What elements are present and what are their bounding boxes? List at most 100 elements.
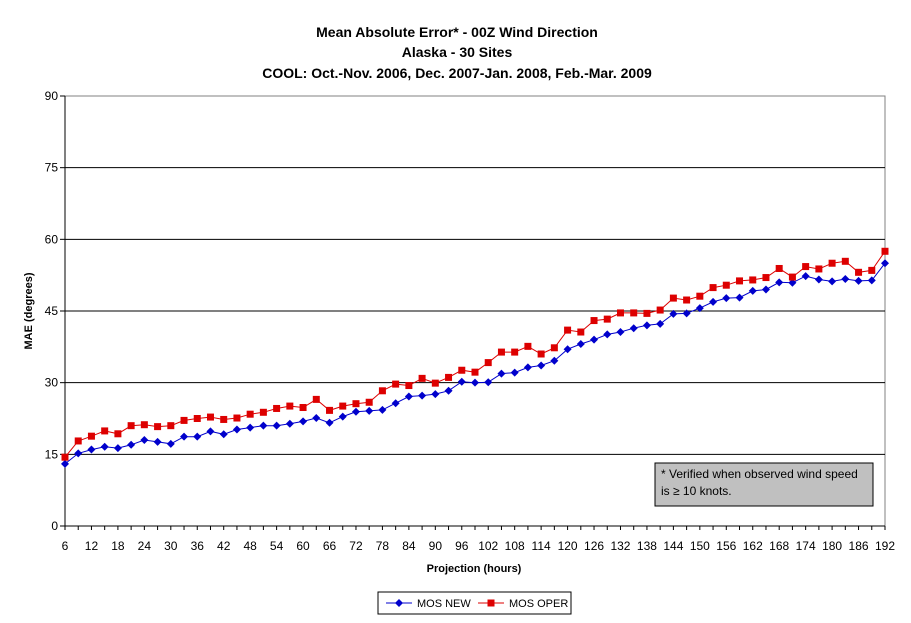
data-point-mos-new — [510, 368, 519, 377]
data-point-mos-new — [431, 390, 440, 399]
y-axis-ticks: 0 15 30 45 60 75 90 — [45, 89, 65, 533]
data-point-mos-oper — [577, 328, 585, 336]
data-point-mos-new — [312, 414, 321, 423]
data-point-mos-new — [828, 277, 837, 286]
data-point-mos-oper — [339, 402, 347, 410]
data-point-mos-new — [100, 442, 109, 451]
x-tick-label: 54 — [270, 539, 284, 553]
x-tick-label: 120 — [558, 539, 578, 553]
data-point-mos-oper — [828, 259, 836, 267]
x-tick-label: 6 — [62, 539, 69, 553]
data-point-mos-oper — [736, 277, 744, 285]
data-point-mos-oper — [841, 257, 849, 265]
data-point-mos-new — [669, 309, 678, 318]
data-point-mos-oper — [590, 317, 598, 325]
legend-box — [377, 591, 572, 615]
data-point-mos-oper — [74, 437, 82, 445]
data-point-mos-oper — [603, 315, 611, 323]
chart-title-line-3: COOL: Oct.-Nov. 2006, Dec. 2007-Jan. 200… — [262, 65, 652, 81]
data-point-mos-oper — [630, 309, 638, 317]
x-tick-label: 78 — [376, 539, 390, 553]
data-point-mos-oper — [286, 402, 294, 410]
data-point-mos-oper — [709, 284, 717, 292]
data-point-mos-new — [537, 361, 546, 370]
data-point-mos-oper — [788, 273, 796, 281]
data-point-mos-new — [590, 335, 599, 344]
data-point-mos-oper — [365, 398, 373, 406]
series-group — [61, 247, 889, 468]
data-point-mos-oper — [193, 415, 201, 422]
y-tick-label: 45 — [45, 304, 59, 318]
data-point-mos-new — [709, 297, 718, 306]
data-point-mos-oper — [484, 359, 492, 367]
x-tick-label: 180 — [822, 539, 842, 553]
x-tick-label: 168 — [769, 539, 789, 553]
data-point-mos-oper — [696, 292, 704, 300]
data-point-mos-new — [748, 286, 757, 295]
x-tick-label: 144 — [663, 539, 683, 553]
data-point-mos-new — [629, 324, 638, 333]
data-point-mos-new — [563, 345, 572, 354]
data-point-mos-new — [193, 432, 202, 441]
data-point-mos-oper — [405, 382, 413, 390]
y-tick-label: 90 — [45, 89, 59, 103]
data-point-mos-new — [484, 378, 493, 387]
data-point-mos-new — [87, 445, 96, 454]
x-tick-label: 18 — [111, 539, 125, 553]
data-point-mos-oper — [326, 406, 334, 414]
data-point-mos-oper — [127, 422, 135, 430]
data-point-mos-oper — [61, 453, 69, 461]
data-point-mos-oper — [233, 414, 241, 422]
y-tick-label: 75 — [45, 161, 59, 175]
data-point-mos-oper — [775, 264, 783, 272]
data-point-mos-new — [219, 430, 228, 439]
data-point-mos-oper — [683, 296, 691, 304]
data-point-mos-oper — [802, 263, 810, 271]
data-point-mos-oper — [669, 294, 677, 302]
data-point-mos-new — [642, 321, 651, 330]
data-point-mos-oper — [220, 415, 228, 423]
x-tick-label: 192 — [875, 539, 895, 553]
data-point-mos-oper — [815, 265, 823, 273]
data-point-mos-new — [61, 459, 69, 468]
data-point-mos-oper — [259, 408, 267, 416]
x-tick-label: 24 — [138, 539, 152, 553]
data-point-mos-new — [391, 399, 400, 408]
data-point-mos-oper — [180, 416, 188, 424]
y-tick-label: 0 — [51, 519, 58, 533]
x-tick-label: 30 — [164, 539, 178, 553]
chart-title-line-2: Alaska - 30 Sites — [402, 44, 513, 60]
data-point-mos-oper — [312, 395, 320, 403]
x-tick-label: 12 — [85, 539, 99, 553]
legend-marker-mos-oper — [487, 599, 495, 607]
data-point-mos-new — [497, 369, 506, 378]
data-point-mos-oper — [537, 350, 545, 358]
data-point-mos-oper — [550, 344, 558, 352]
data-point-mos-new — [351, 407, 360, 416]
data-point-mos-new — [576, 339, 585, 348]
x-tick-label: 114 — [532, 539, 551, 553]
data-point-mos-oper — [378, 387, 386, 395]
data-point-mos-new — [272, 421, 281, 430]
data-point-mos-new — [206, 427, 215, 436]
data-point-mos-new — [153, 437, 162, 446]
data-point-mos-oper — [616, 309, 624, 317]
y-tick-label: 15 — [45, 447, 59, 461]
data-point-mos-oper — [246, 410, 254, 418]
legend-label-mos-oper: MOS OPER — [509, 598, 568, 610]
data-point-mos-oper — [167, 422, 175, 430]
x-tick-label: 138 — [637, 539, 657, 553]
data-point-mos-oper — [762, 274, 770, 282]
data-point-mos-oper — [855, 268, 863, 276]
data-point-mos-oper — [458, 366, 466, 374]
data-point-mos-oper — [206, 413, 214, 421]
data-point-mos-new — [682, 309, 691, 318]
x-tick-label: 126 — [584, 539, 604, 553]
data-point-mos-oper — [154, 423, 162, 431]
data-point-mos-new — [259, 421, 268, 430]
data-point-mos-new — [378, 405, 387, 414]
x-tick-label: 156 — [716, 539, 736, 553]
legend: MOS NEW MOS OPER — [386, 598, 568, 610]
x-tick-label: 36 — [191, 539, 205, 553]
